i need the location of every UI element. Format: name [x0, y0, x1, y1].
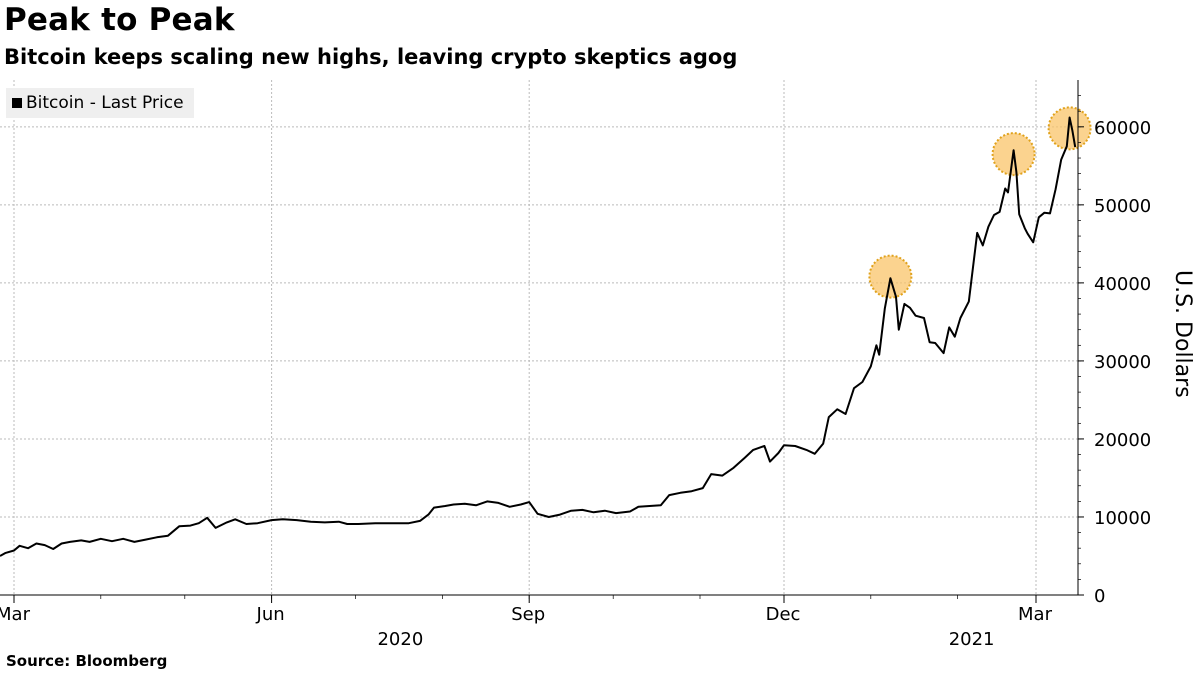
- y-tick-label: 20000: [1094, 430, 1151, 451]
- axes: 0 10000 20000 30000 40000 50000 60000 U.S. Doll…: [0, 80, 1195, 650]
- x-tick-label: Mar: [0, 604, 31, 625]
- y-tick-label: 40000: [1094, 274, 1151, 295]
- legend-label: Bitcoin - Last Price: [26, 93, 184, 113]
- y-tick-label: 0: [1094, 586, 1105, 607]
- y-tick-label: 10000: [1094, 508, 1151, 529]
- x-year-label: 2020: [377, 629, 423, 650]
- chart-subtitle: Bitcoin keeps scaling new highs, leaving…: [4, 45, 738, 69]
- source-note: Source: Bloomberg: [6, 652, 168, 670]
- peak-highlight-circle: [1047, 106, 1092, 151]
- y-tick-label: 30000: [1094, 352, 1151, 373]
- bitcoin-price-line: [0, 116, 1077, 557]
- x-year-label: 2021: [949, 629, 995, 650]
- x-tick-label: Sep: [511, 604, 545, 625]
- peak-highlight-circle: [868, 254, 913, 299]
- legend-swatch: [12, 98, 22, 108]
- peak-highlights: [868, 106, 1092, 299]
- x-tick-label: Jun: [256, 604, 285, 625]
- chart-title: Peak to Peak: [4, 2, 235, 38]
- legend: Bitcoin - Last Price: [6, 88, 194, 118]
- grid-lines: [0, 80, 1078, 595]
- x-tick-label: Dec: [766, 604, 801, 625]
- x-tick-label: Mar: [1018, 604, 1053, 625]
- y-tick-label: 50000: [1094, 196, 1151, 217]
- series-lines: [0, 116, 1077, 557]
- y-axis-label: U.S. Dollars: [1170, 270, 1195, 398]
- y-tick-label: 60000: [1094, 118, 1151, 139]
